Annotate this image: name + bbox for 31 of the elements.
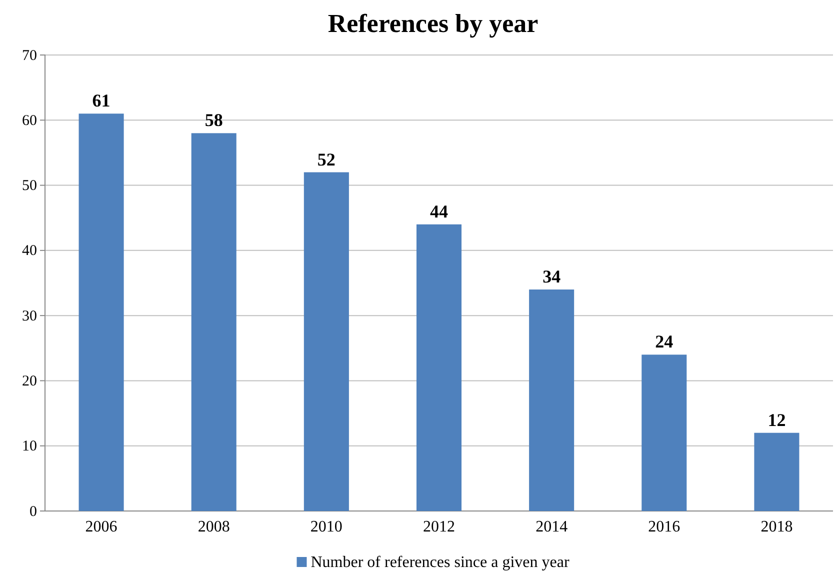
data-label: 44 xyxy=(430,201,448,222)
y-tick-label: 30 xyxy=(22,308,37,324)
y-tick-label: 40 xyxy=(22,243,37,260)
data-label: 58 xyxy=(204,110,223,130)
bar xyxy=(304,172,349,511)
y-tick-label: 10 xyxy=(22,438,37,455)
data-label: 24 xyxy=(655,332,674,352)
x-tick-label: 2018 xyxy=(760,518,793,536)
x-tick-label: 2008 xyxy=(198,518,230,536)
bar xyxy=(191,133,236,511)
x-tick-label: 2010 xyxy=(310,518,342,536)
bar xyxy=(754,432,800,511)
data-label: 34 xyxy=(542,266,561,287)
y-tick-label: 20 xyxy=(22,374,37,390)
y-tick-label: 70 xyxy=(22,48,37,64)
x-tick-label: 2014 xyxy=(536,518,568,536)
data-label: 61 xyxy=(92,90,110,111)
x-tick-label: 2006 xyxy=(85,518,118,536)
x-tick-label: 2012 xyxy=(423,518,455,536)
data-label: 52 xyxy=(317,149,336,170)
legend-label: Number of references since a given year xyxy=(310,554,570,571)
chart-title: References by year xyxy=(328,9,538,38)
y-tick-label: 0 xyxy=(30,504,37,520)
bar xyxy=(416,224,462,511)
y-tick-label: 50 xyxy=(22,178,37,194)
data-label: 12 xyxy=(768,410,786,430)
bar xyxy=(642,354,687,511)
bar xyxy=(78,114,124,511)
bar xyxy=(529,290,574,511)
x-tick-label: 2016 xyxy=(648,518,680,536)
y-tick-label: 60 xyxy=(22,112,37,129)
